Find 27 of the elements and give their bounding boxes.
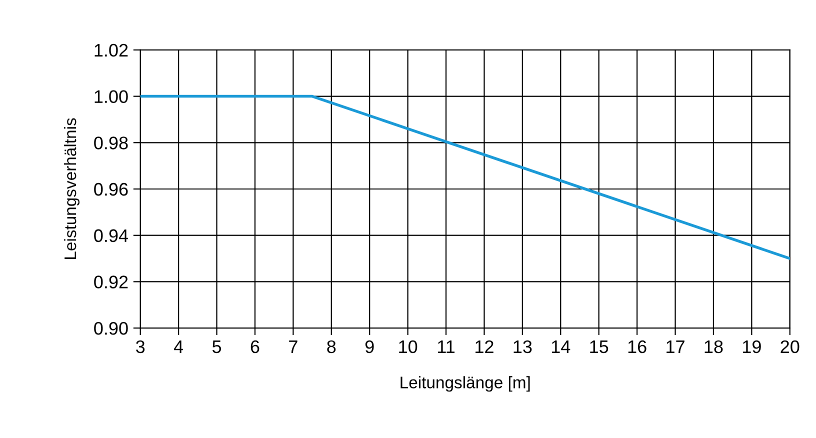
- y-tick-label: 0.92: [94, 276, 128, 288]
- x-tick-label: 4: [174, 340, 184, 353]
- x-tick-label: 20: [780, 340, 800, 354]
- x-tick-label: 3: [136, 340, 145, 354]
- x-tick-label: 15: [590, 340, 608, 354]
- x-tick-label: 7: [289, 340, 298, 353]
- y-tick-label: 0.94: [94, 229, 128, 242]
- y-tick-label: 0.90: [94, 322, 128, 335]
- x-tick-label: 10: [399, 340, 418, 354]
- y-tick-label: 0.98: [94, 136, 128, 150]
- x-tick-label: 13: [514, 340, 532, 354]
- x-tick-label: 19: [743, 340, 761, 354]
- x-tick-label: 14: [552, 340, 570, 353]
- x-axis-title: Leitungslänge [m]: [400, 376, 530, 392]
- x-tick-label: 6: [250, 340, 260, 354]
- x-tick-label: 11: [438, 340, 455, 353]
- y-tick-label: 1.00: [94, 90, 128, 104]
- y-axis-title: Leistungsverhältnis: [64, 118, 80, 259]
- x-tick-label: 8: [327, 340, 336, 354]
- x-tick-label: 18: [704, 340, 723, 354]
- x-tick-label: 9: [365, 340, 374, 354]
- x-tick-label: 12: [476, 340, 494, 353]
- y-tick-label: 1.02: [94, 44, 128, 57]
- x-tick-label: 16: [628, 340, 646, 354]
- x-tick-label: 5: [212, 340, 222, 354]
- x-tick-label: 17: [666, 340, 684, 353]
- y-tick-label: 0.96: [94, 182, 128, 196]
